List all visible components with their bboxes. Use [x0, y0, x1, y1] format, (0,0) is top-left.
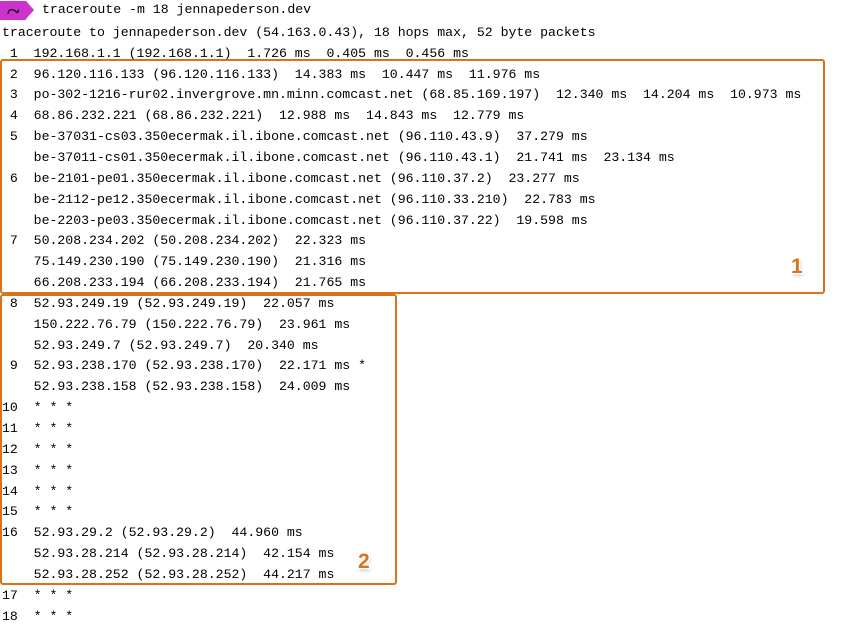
- svg-text:2: 2: [358, 550, 370, 573]
- svg-text:1: 1: [791, 255, 803, 278]
